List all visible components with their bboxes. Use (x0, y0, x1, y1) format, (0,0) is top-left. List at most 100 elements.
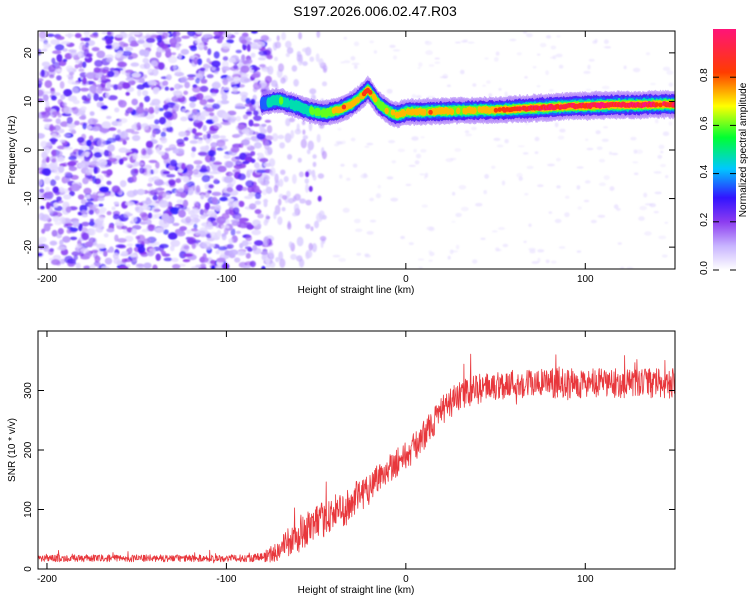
noise-blob (79, 72, 88, 78)
noise-blob (51, 149, 57, 157)
noise-blob (170, 239, 181, 247)
signal-track-segment (517, 106, 522, 112)
noise-blob (59, 121, 70, 127)
noise-blob (137, 240, 143, 244)
noise-blob (209, 112, 215, 117)
signal-track-segment (310, 107, 315, 116)
noise-blob (405, 183, 412, 187)
noise-blob (83, 155, 91, 162)
noise-blob (317, 173, 325, 179)
noise-blob (550, 45, 557, 50)
noise-blob (364, 253, 370, 257)
noise-blob (337, 142, 344, 145)
noise-blob (158, 144, 163, 149)
noise-blob (298, 32, 303, 40)
noise-blob (155, 147, 161, 154)
noise-blob (40, 214, 50, 222)
signal-track-segment (672, 101, 675, 107)
noise-blob (189, 96, 198, 102)
signal-track-segment (316, 108, 321, 117)
noise-blob (246, 224, 254, 230)
noise-blob (111, 185, 121, 194)
noise-blob (416, 95, 422, 99)
noise-blob (85, 175, 95, 179)
noise-blob (199, 215, 207, 220)
noise-blob (136, 84, 145, 90)
noise-blob (181, 162, 186, 171)
noise-blob (186, 74, 197, 78)
noise-blob (213, 35, 220, 40)
noise-blob (287, 197, 295, 204)
noise-blob (639, 205, 647, 211)
snr-series-line (38, 353, 675, 564)
noise-blob (585, 138, 589, 141)
noise-blob (183, 176, 190, 183)
signal-track-segment (428, 109, 433, 115)
noise-blob (178, 84, 184, 88)
noise-blob (108, 246, 114, 253)
noise-blob (83, 265, 91, 269)
noise-blob (107, 144, 115, 152)
signal-track-segment (368, 90, 373, 95)
noise-blob (234, 103, 245, 109)
noise-blob (623, 65, 627, 70)
noise-blob (195, 31, 204, 35)
noise-blob (232, 200, 241, 208)
noise-blob (253, 142, 262, 149)
noise-blob (100, 74, 107, 82)
noise-blob (524, 76, 528, 79)
noise-blob (167, 201, 173, 209)
noise-blob (267, 146, 273, 155)
noise-blob (69, 71, 75, 76)
noise-blob (296, 236, 304, 247)
noise-blob (417, 258, 425, 261)
noise-blob (102, 192, 111, 197)
noise-blob (187, 31, 196, 37)
noise-blob (230, 146, 240, 153)
noise-blob (603, 175, 610, 181)
noise-blob (369, 197, 374, 202)
noise-blob (65, 206, 72, 213)
noise-blob (106, 38, 113, 45)
noise-blob (240, 65, 250, 73)
noise-blob (601, 85, 610, 90)
noise-blob (199, 209, 204, 216)
noise-blob (94, 59, 103, 67)
noise-blob (305, 183, 309, 193)
noise-blob (343, 36, 347, 40)
spectrogram-x-tick-label: -200 (37, 274, 57, 285)
noise-blob (85, 241, 94, 247)
noise-blob (460, 69, 465, 75)
noise-blob (250, 52, 256, 58)
noise-blob (665, 175, 669, 179)
noise-blob (408, 164, 416, 167)
noise-blob (80, 256, 90, 260)
noise-blob (84, 151, 90, 158)
noise-blob (162, 80, 169, 86)
snr-y-tick-label: 0 (23, 566, 34, 572)
noise-blob (308, 185, 313, 192)
noise-blob (73, 254, 78, 261)
noise-blob (274, 41, 282, 49)
noise-blob (237, 173, 246, 181)
noise-blob (44, 191, 53, 196)
noise-blob (86, 139, 92, 147)
noise-blob (620, 266, 625, 269)
noise-blob (106, 228, 115, 233)
noise-blob (103, 233, 109, 238)
noise-blob (366, 231, 374, 235)
noise-blob (264, 119, 272, 123)
noise-blob (89, 218, 95, 222)
noise-blob (162, 170, 170, 175)
noise-blob (51, 259, 61, 266)
noise-blob (171, 52, 177, 56)
noise-blob (240, 39, 247, 44)
noise-blob (43, 224, 51, 232)
noise-blob (608, 151, 613, 155)
noise-blob (296, 54, 301, 62)
noise-blob (40, 111, 47, 115)
noise-blob (199, 168, 208, 173)
noise-blob (238, 59, 244, 63)
noise-blob (67, 33, 72, 39)
noise-blob (54, 175, 60, 181)
